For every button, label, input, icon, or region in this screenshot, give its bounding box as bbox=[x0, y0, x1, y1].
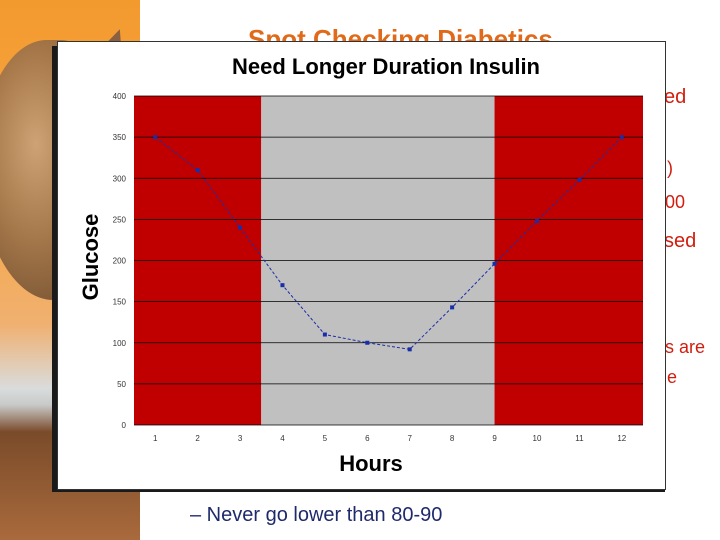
y-tick-150: 150 bbox=[113, 298, 127, 307]
y-tick-50: 50 bbox=[117, 380, 126, 389]
x-tick-2: 2 bbox=[195, 434, 200, 443]
x-tick-5: 5 bbox=[323, 434, 328, 443]
x-tick-6: 6 bbox=[365, 434, 370, 443]
x-tick-8: 8 bbox=[450, 434, 455, 443]
x-tick-10: 10 bbox=[533, 434, 542, 443]
data-point-8 bbox=[450, 305, 455, 310]
y-tick-200: 200 bbox=[113, 257, 127, 266]
y-axis-title: Glucose bbox=[78, 214, 103, 301]
series-line bbox=[154, 136, 623, 350]
y-tick-400: 400 bbox=[113, 92, 127, 101]
data-point-10 bbox=[534, 219, 539, 224]
x-tick-1: 1 bbox=[153, 434, 158, 443]
slide-line-5: s are bbox=[665, 337, 706, 357]
x-tick-9: 9 bbox=[492, 434, 497, 443]
data-point-9 bbox=[492, 261, 497, 266]
y-tick-300: 300 bbox=[113, 174, 127, 183]
data-point-6 bbox=[365, 340, 370, 345]
data-point-3 bbox=[238, 225, 243, 230]
x-tick-3: 3 bbox=[238, 434, 243, 443]
chart-title: Need Longer Duration Insulin bbox=[232, 54, 540, 79]
x-tick-11: 11 bbox=[575, 434, 584, 443]
data-point-5 bbox=[322, 332, 327, 337]
data-point-4 bbox=[280, 283, 285, 288]
y-tick-250: 250 bbox=[113, 215, 127, 224]
chart-panel: 0 50 100 150 200 250 300 350 400 1 2 3 4 5 6 7 8 9 10 11 12… bbox=[57, 41, 666, 490]
slide-line-2: ) bbox=[667, 158, 673, 178]
data-point-11 bbox=[577, 177, 582, 182]
x-tick-4: 4 bbox=[280, 434, 285, 443]
data-point-12 bbox=[619, 135, 624, 140]
x-tick-7: 7 bbox=[407, 434, 412, 443]
slide-line-4: sed bbox=[664, 230, 697, 252]
y-tick-350: 350 bbox=[113, 133, 127, 142]
slide-line-6: e bbox=[667, 367, 678, 387]
y-tick-0: 0 bbox=[122, 421, 127, 430]
data-point-7 bbox=[407, 347, 412, 352]
x-axis-title: Hours bbox=[339, 451, 403, 476]
x-tick-12: 12 bbox=[617, 434, 626, 443]
data-point-2 bbox=[195, 168, 200, 173]
data-point-1 bbox=[153, 135, 158, 140]
bottom-bullet: – Never go lower than 80-90 bbox=[190, 504, 443, 526]
slide-line-3: 00 bbox=[665, 192, 686, 212]
y-tick-100: 100 bbox=[113, 339, 127, 348]
slide-line-1: ed bbox=[664, 86, 687, 108]
